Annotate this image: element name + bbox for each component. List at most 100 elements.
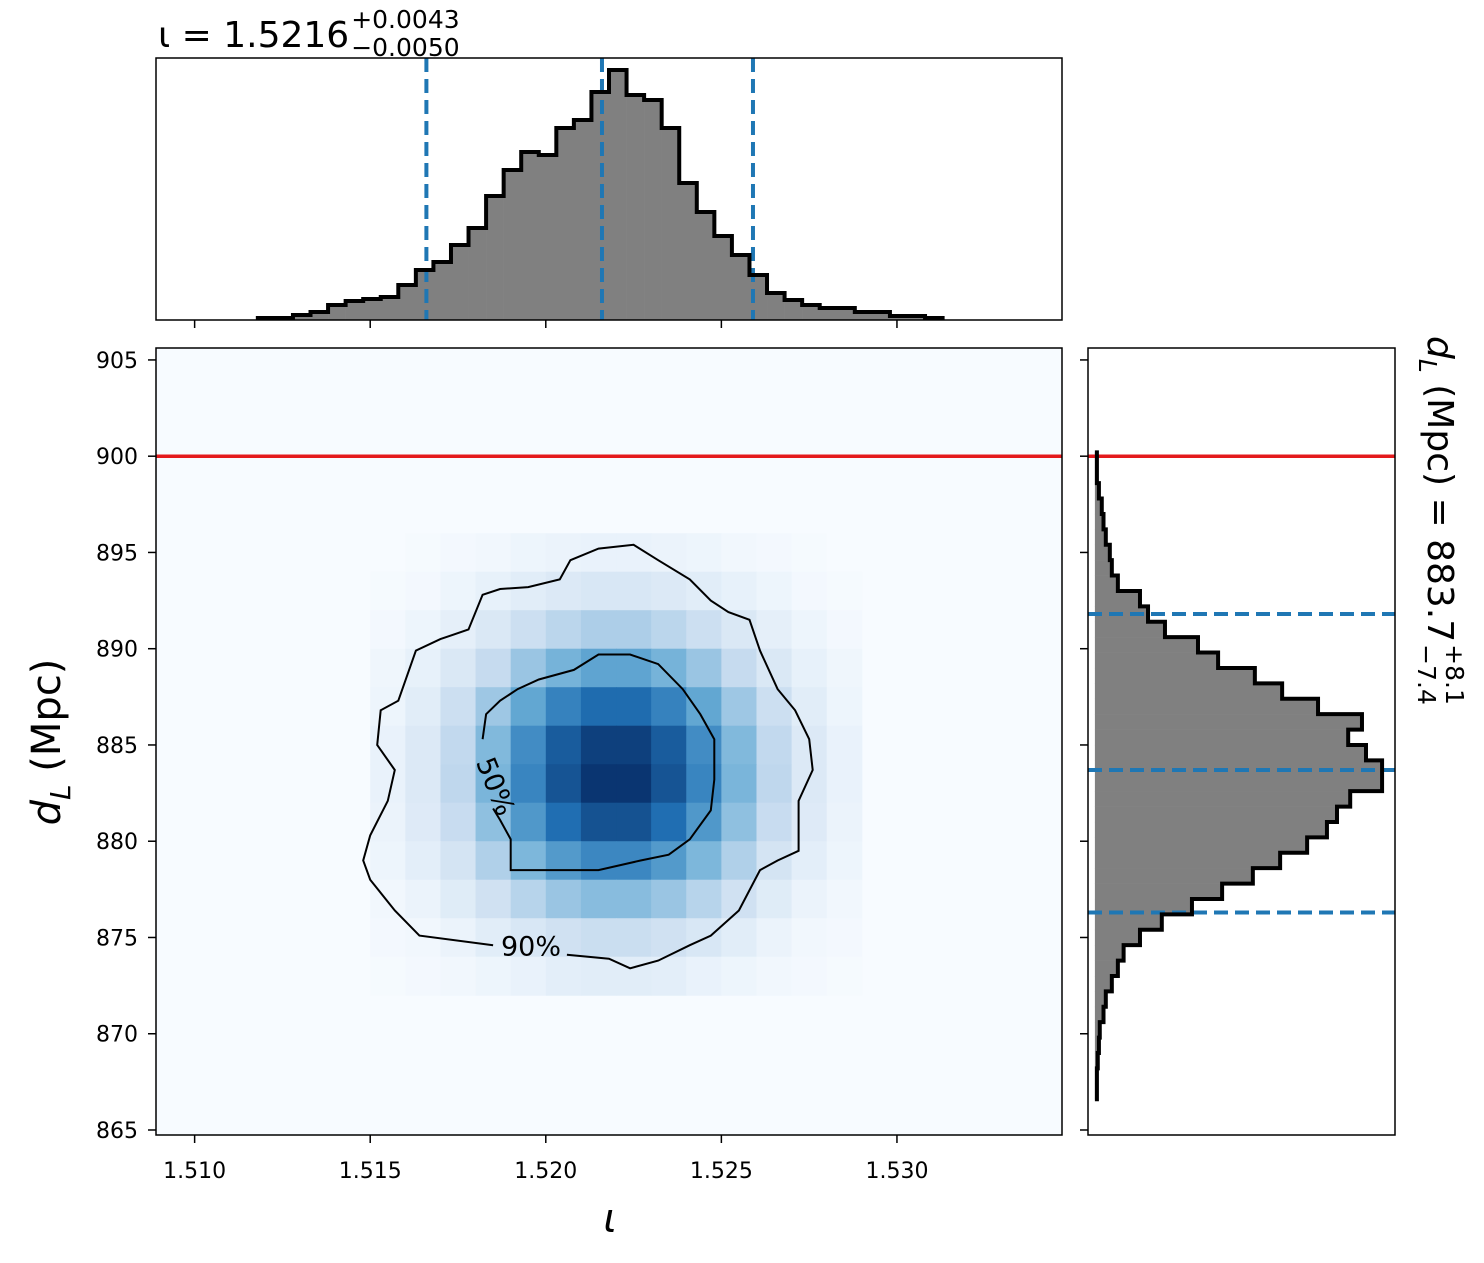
density-cell — [686, 956, 722, 996]
density-cell — [616, 956, 652, 996]
density-cell — [510, 879, 547, 919]
hist-bar — [1094, 621, 1165, 638]
hist-bar — [714, 236, 733, 320]
density-cell — [545, 764, 582, 804]
hist-bar — [468, 228, 487, 320]
density-cell — [721, 764, 757, 804]
density-cell — [756, 725, 793, 765]
density-cell — [510, 610, 547, 650]
density-cell — [580, 571, 617, 611]
density-cell — [791, 610, 828, 650]
side-title-text: dL (Mpc) = 883.7 — [1413, 336, 1460, 642]
density-cell — [616, 687, 652, 727]
y-tick-label: 875 — [96, 926, 138, 951]
hist-bar — [696, 212, 715, 320]
hist-bar — [1094, 683, 1283, 700]
density-cell — [791, 879, 828, 919]
density-cell — [686, 725, 722, 765]
density-cell — [545, 918, 582, 958]
density-cell — [545, 533, 582, 573]
density-cell — [405, 687, 441, 727]
density-cell — [791, 918, 828, 958]
density-cell — [510, 764, 547, 804]
density-cell — [580, 687, 617, 727]
contour-line — [481, 653, 716, 872]
hist-bar — [573, 120, 592, 320]
density-cell — [756, 841, 793, 881]
contour-line — [362, 543, 814, 970]
hist-bar — [486, 196, 504, 320]
hist-bar — [837, 308, 856, 320]
density-cell — [721, 725, 757, 765]
density-cell — [826, 571, 863, 611]
hist-bar — [521, 152, 540, 320]
density-cell — [545, 725, 582, 765]
density-cell — [370, 725, 406, 765]
density-cell — [440, 879, 477, 919]
density-cell — [545, 571, 582, 611]
density-cell — [651, 879, 687, 919]
density-cell — [475, 918, 512, 958]
density-cell — [440, 687, 477, 727]
density-cell — [475, 610, 512, 650]
density-cell — [510, 841, 547, 881]
density-cell — [826, 533, 863, 573]
density-cell — [791, 687, 828, 727]
hist-bar — [1094, 914, 1162, 931]
plot-frame — [155, 347, 1063, 1136]
density-cell — [545, 879, 582, 919]
hist-bar — [1094, 744, 1366, 761]
density-cell — [580, 956, 617, 996]
density-cell — [580, 918, 617, 958]
density-cell — [756, 956, 793, 996]
density-cell — [405, 841, 441, 881]
density-cell — [370, 571, 406, 611]
hist-bar — [1094, 529, 1106, 546]
density-cell — [756, 879, 793, 919]
density-cell — [370, 841, 406, 881]
density-cell — [756, 571, 793, 611]
hist-bar — [345, 301, 364, 320]
density-cell — [616, 841, 652, 881]
density-cell — [826, 918, 863, 958]
density-cell — [826, 687, 863, 727]
hist-bar — [450, 245, 469, 320]
hist-bar — [380, 297, 399, 320]
side-title: dL (Mpc) = 883.7+8.1−7.4 — [1412, 336, 1469, 705]
hist-bar — [1094, 560, 1112, 576]
hist-bar — [679, 183, 698, 320]
hist-bar — [1094, 806, 1337, 823]
density-cell — [651, 764, 687, 804]
density-cell — [826, 956, 863, 996]
x-tick-label: 1.515 — [339, 1159, 402, 1184]
hist-outline — [255, 68, 945, 320]
density-cell — [405, 764, 441, 804]
y-tick-label: 900 — [96, 445, 138, 470]
density-cell — [510, 533, 547, 573]
hist-bar — [1094, 1037, 1099, 1054]
hist-bar — [872, 312, 891, 320]
density-cell — [826, 802, 863, 842]
plot-frame — [155, 57, 1063, 321]
density-cell — [405, 648, 441, 688]
density-cell — [721, 918, 757, 958]
title-rest: (Mpc) = 883.7 — [1419, 373, 1460, 642]
hist-bar — [784, 300, 803, 320]
y-tick-label: 890 — [96, 638, 138, 663]
density-cell — [686, 764, 722, 804]
hist-bar — [1094, 498, 1102, 515]
density-cell — [616, 918, 652, 958]
hist-bar — [1094, 837, 1308, 854]
hist-bar — [1094, 729, 1349, 746]
hist-bar — [398, 285, 417, 320]
hist-bar — [1094, 868, 1253, 884]
density-cell — [545, 841, 582, 881]
hist-bar — [1094, 852, 1281, 869]
hist-bar — [1094, 637, 1198, 653]
y-label-rest: (Mpc) — [24, 659, 70, 785]
density-cell — [651, 841, 687, 881]
density-cell — [475, 725, 512, 765]
hist-bar — [1094, 883, 1223, 900]
density-cell — [405, 802, 441, 842]
density-cell — [616, 879, 652, 919]
